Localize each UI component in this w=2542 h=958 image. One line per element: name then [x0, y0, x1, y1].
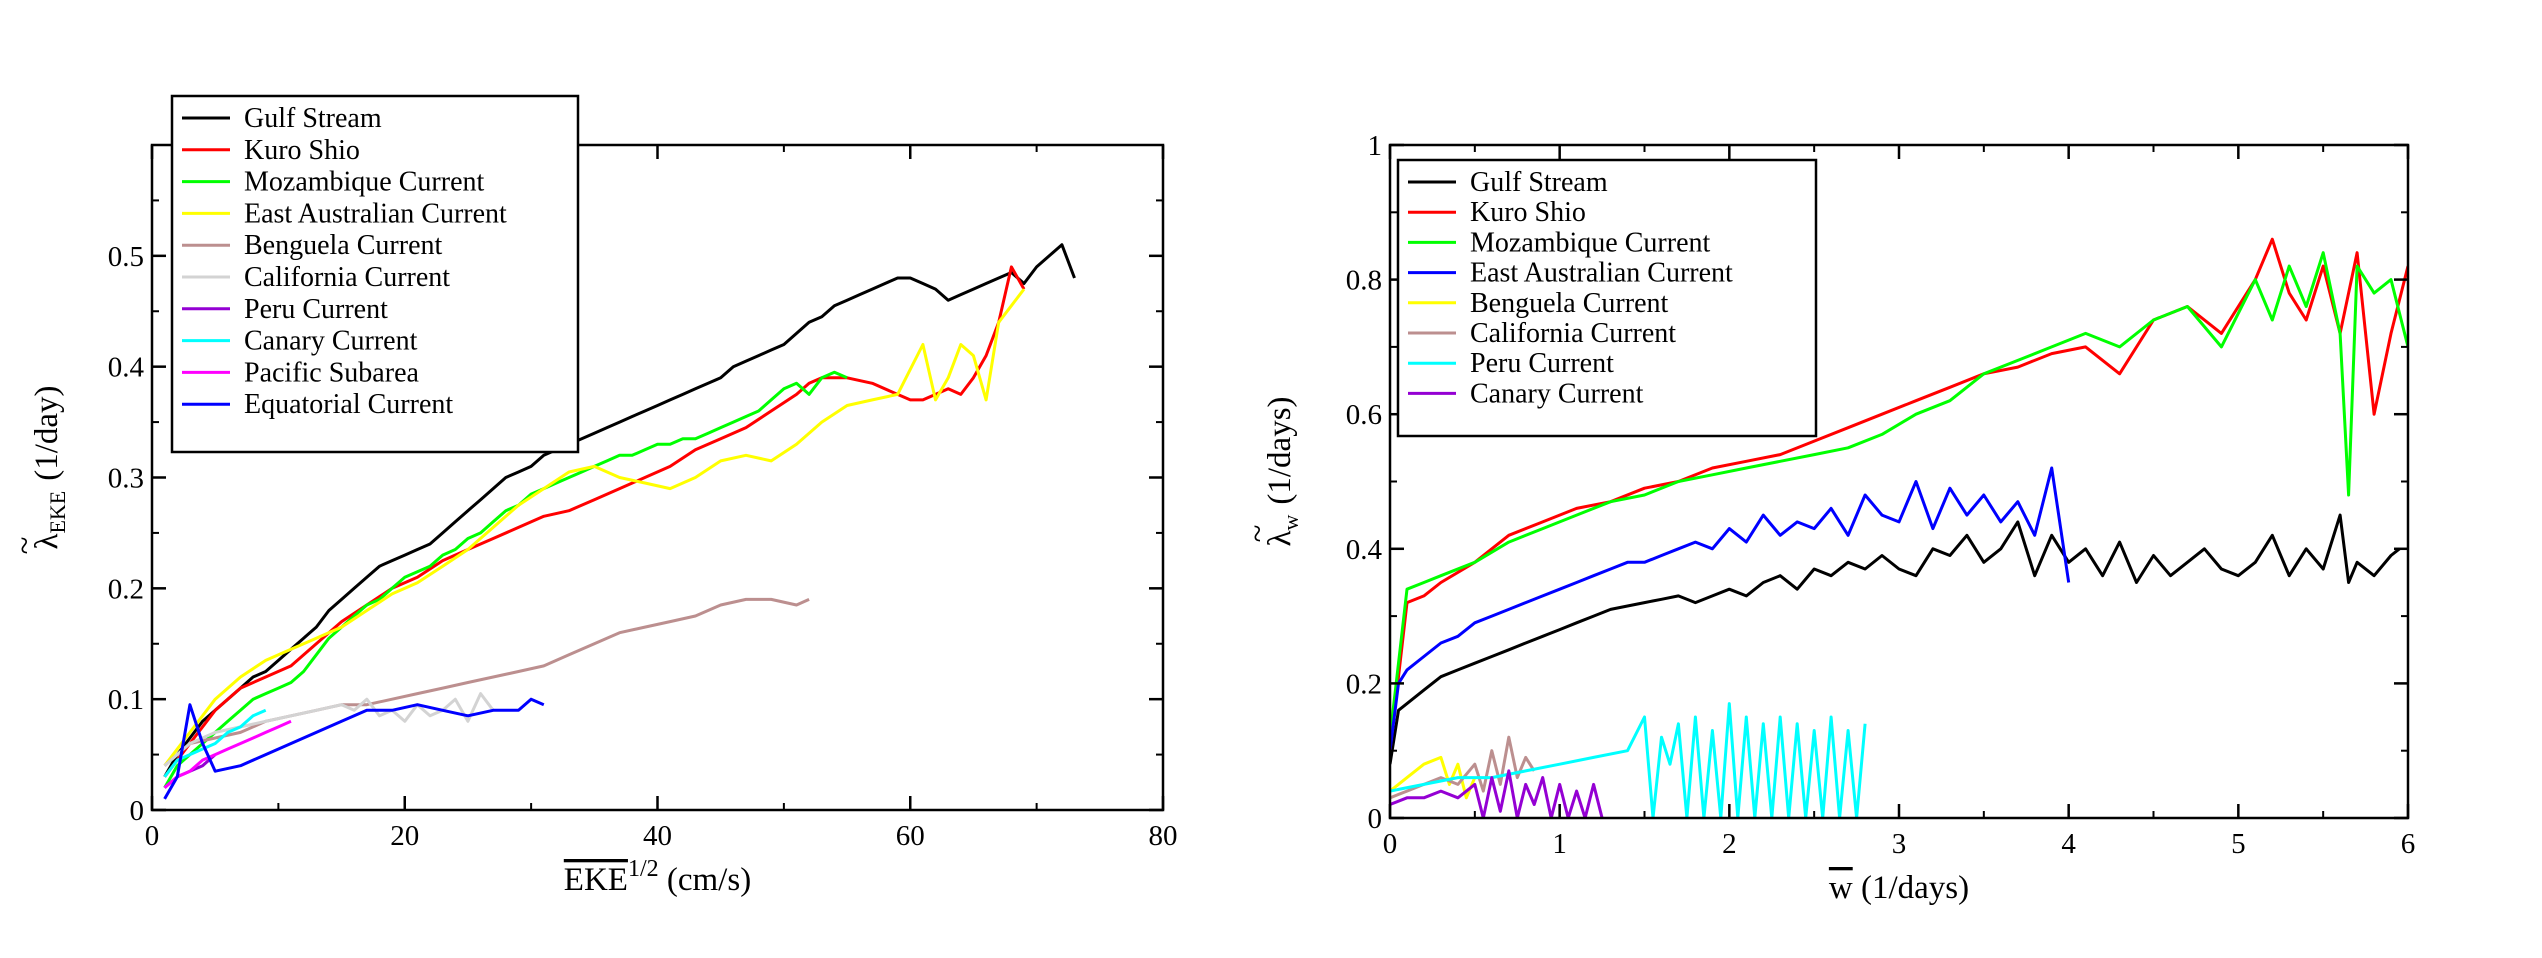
legend-label: Benguela Current [244, 230, 442, 261]
legend-label: East Australian Current [1470, 258, 1733, 289]
legend-label: Canary Current [244, 326, 418, 357]
y-tick-label: 0.2 [1346, 668, 1382, 700]
series-line-canary-current [1390, 769, 1604, 818]
y-axis-label-symbol: λ [29, 534, 65, 550]
x-axis-label-main: w [1829, 870, 1853, 906]
x-tick-label: 3 [1892, 828, 1907, 860]
legend-label: Kuro Shio [1470, 197, 1586, 228]
y-tick-label: 0.4 [1346, 534, 1383, 566]
y-axis-label-text: λw (1/days) [1262, 396, 1303, 546]
legend-box [170, 94, 580, 454]
series-line-benguela-current [163, 597, 810, 767]
x-axis-label-main: EKE [564, 862, 628, 898]
y-tick-label: 0.1 [108, 684, 144, 716]
series-line-kuro-shio [1390, 237, 2408, 751]
y-axis-label-symbol: λ [1262, 531, 1298, 547]
y-axis-label-unit: (1/day) [29, 385, 65, 480]
y-tick-label: 0 [1368, 803, 1383, 835]
x-tick-label: 60 [896, 820, 925, 852]
y-axis-label-tilde: ~ [1240, 525, 1276, 543]
x-tick-label: 2 [1722, 828, 1737, 860]
legend-label: California Current [244, 262, 450, 293]
legend-label: Pacific Subarea [244, 357, 419, 388]
series-line-pacific-subarea [163, 719, 292, 789]
chart-w: 0 1 2 3 4 5 600.20.40.60.81w (1/days)λw(1/days… [1240, 130, 2415, 906]
legend-label: Gulf Stream [244, 103, 382, 134]
series-line-gulf-stream [163, 243, 1076, 778]
y-axis-label-unit: (1/days) [1262, 396, 1298, 504]
x-tick-label: 1 [1552, 828, 1567, 860]
series-line-gulf-stream [1390, 513, 2401, 765]
legend-label: Kuro Shio [244, 135, 360, 166]
x-tick-label: 4 [2061, 828, 2076, 860]
y-tick-label: 0 [130, 795, 145, 827]
y-tick-label: 0.5 [108, 241, 144, 273]
x-tick-label: 80 [1149, 820, 1178, 852]
x-axis-label-unit: (1/days) [1853, 870, 1969, 906]
series-line-east-australian-current [1390, 466, 2071, 751]
y-axis-label: λw (1/days) ~ [1240, 396, 1303, 546]
legend-label: Peru Current [1470, 348, 1614, 379]
y-tick-label: 0.6 [1346, 399, 1382, 431]
y-axis-label: λEKE (1/day) ~ [7, 385, 70, 554]
y-tick-label: 0.4 [108, 352, 145, 384]
series-line-east-australian-current [163, 288, 1026, 767]
y-axis-label-sub: w [1278, 515, 1303, 531]
legend-box [1396, 158, 1818, 438]
series-line-mozambique-current [163, 370, 848, 789]
series-line-mozambique-current [1390, 251, 2408, 738]
y-axis-label-sub: EKE [45, 491, 70, 534]
y-tick-label: 0.3 [108, 463, 144, 495]
x-axis-label-unit: (cm/s) [659, 862, 752, 898]
series-line-equatorial-current [163, 697, 545, 800]
legend-label: Benguela Current [1470, 288, 1668, 319]
x-axis-label-sup: 1/2 [628, 856, 659, 882]
y-axis-label-text: λEKE (1/day) [29, 385, 70, 549]
x-tick-label: 20 [390, 820, 419, 852]
x-tick-label: 40 [643, 820, 672, 852]
x-axis-label: w (1/days) [1829, 870, 1969, 906]
series-line-peru-current [1390, 702, 1867, 818]
y-axis-label-tilde: ~ [7, 537, 43, 555]
x-tick-label: 6 [2401, 828, 2416, 860]
legend-label: Equatorial Current [244, 389, 453, 420]
legend-label: Canary Current [1470, 378, 1644, 409]
legend-label: Mozambique Current [244, 167, 484, 198]
series-group [163, 243, 1076, 800]
x-axis-label: EKE1/2 (cm/s) [564, 856, 751, 898]
x-tick-label: 5 [2231, 828, 2246, 860]
y-tick-label: 0.8 [1346, 265, 1382, 297]
y-tick-label: 0.2 [108, 573, 144, 605]
x-tick-label: 0 [145, 820, 160, 852]
series-group [1390, 237, 2408, 818]
series-line-california-current [163, 692, 495, 767]
x-tick-label: 0 [1383, 828, 1398, 860]
legend-label: California Current [1470, 318, 1676, 349]
legend-label: East Australian Current [244, 198, 507, 229]
legend-label: Peru Current [244, 294, 388, 325]
y-tick-label: 1 [1368, 130, 1383, 162]
legend-label: Mozambique Current [1470, 227, 1710, 258]
legend-label: Gulf Stream [1470, 167, 1608, 198]
